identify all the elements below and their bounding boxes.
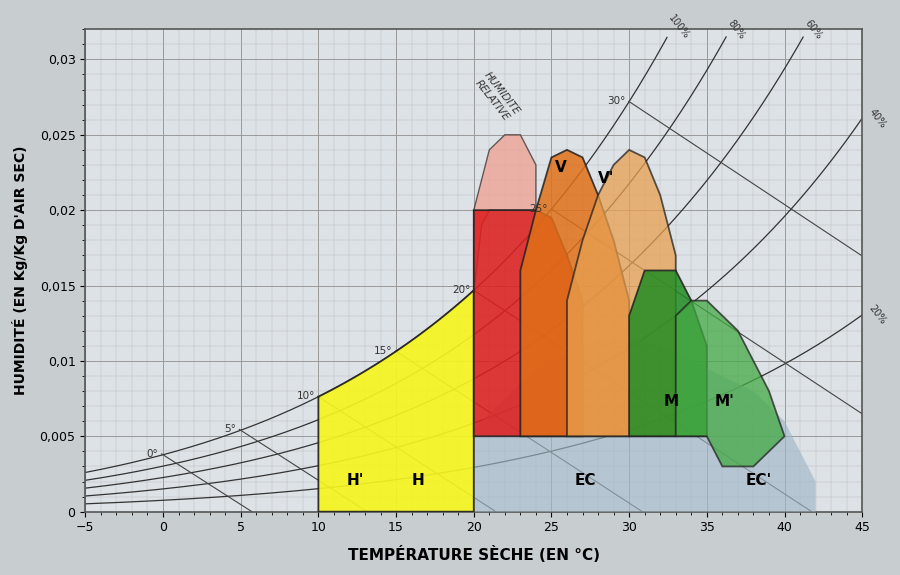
Text: 15°: 15° [374, 346, 392, 356]
Text: 10°: 10° [296, 392, 315, 401]
Text: V': V' [598, 171, 615, 186]
Text: 0°: 0° [147, 449, 158, 459]
Text: 80%: 80% [725, 18, 746, 41]
Text: 30°: 30° [608, 97, 625, 106]
Text: EC': EC' [746, 473, 772, 488]
Polygon shape [676, 301, 785, 466]
Polygon shape [629, 270, 706, 436]
X-axis label: TEMPÉRATURE SÈCHE (EN °C): TEMPÉRATURE SÈCHE (EN °C) [347, 546, 599, 562]
Text: 20%: 20% [867, 304, 888, 327]
Text: 60%: 60% [802, 18, 824, 41]
Polygon shape [319, 290, 473, 512]
Polygon shape [567, 150, 676, 436]
Text: V: V [554, 160, 566, 175]
Y-axis label: HUMIDITÉ (EN Kg/Kg D'AIR SEC): HUMIDITÉ (EN Kg/Kg D'AIR SEC) [13, 145, 29, 395]
Text: 20°: 20° [452, 285, 471, 295]
Polygon shape [473, 210, 582, 436]
Text: H: H [411, 473, 425, 488]
Polygon shape [473, 338, 815, 512]
Text: HUMIDITE
RELATIVE: HUMIDITE RELATIVE [472, 70, 521, 124]
Text: H': H' [346, 473, 364, 488]
Text: EC: EC [575, 473, 597, 488]
Text: 40%: 40% [867, 107, 888, 130]
Text: 5°: 5° [224, 424, 236, 434]
Polygon shape [520, 150, 629, 436]
Text: 100%: 100% [666, 13, 691, 41]
Text: 25°: 25° [529, 204, 548, 214]
Text: M: M [663, 394, 679, 409]
Text: M': M' [715, 394, 734, 409]
Polygon shape [473, 135, 536, 293]
